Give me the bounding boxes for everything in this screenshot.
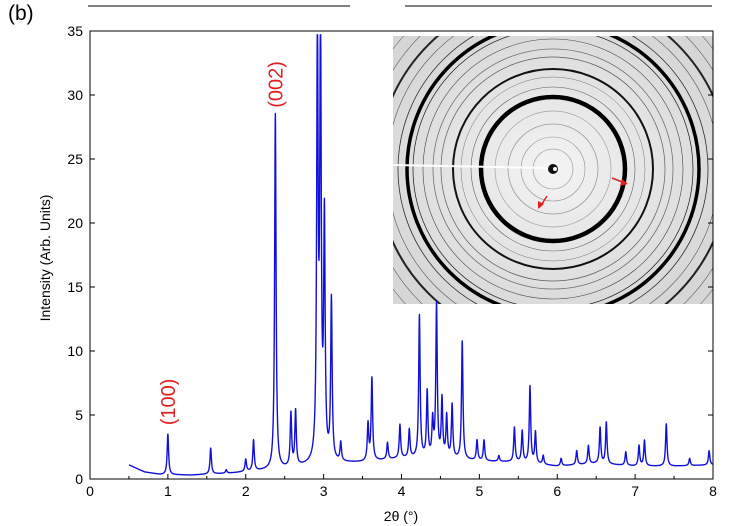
diffraction-ring bbox=[405, 36, 701, 304]
x-tick-label: 7 bbox=[631, 483, 639, 499]
x-tick-label: 4 bbox=[398, 483, 406, 499]
beamstop-shadow bbox=[393, 164, 551, 169]
x-tick-label: 8 bbox=[709, 483, 717, 499]
x-tick-label: 6 bbox=[553, 483, 561, 499]
x-tick-label: 3 bbox=[320, 483, 328, 499]
diffraction-ring bbox=[412, 36, 694, 304]
y-tick-label: 20 bbox=[67, 215, 83, 231]
peak-annotation: (100) bbox=[158, 379, 180, 426]
inset-arrows bbox=[538, 177, 628, 209]
x-tick-label: 5 bbox=[475, 483, 483, 499]
diffraction-rings bbox=[393, 36, 713, 304]
x-tick-label: 0 bbox=[86, 483, 94, 499]
panel-label: (b) bbox=[8, 2, 34, 25]
annotations: (100) (002) bbox=[158, 61, 287, 425]
y-tick-label: 15 bbox=[67, 279, 83, 295]
red-arrowhead-right bbox=[620, 179, 628, 186]
axes: 0 1 2 3 4 5 6 7 8 0 5 10 15 20 25 30 35 bbox=[67, 23, 717, 499]
diffraction-ring bbox=[470, 86, 636, 252]
diffraction-ring bbox=[422, 38, 684, 300]
diffraction-ring bbox=[452, 68, 654, 270]
diffraction-ring bbox=[432, 48, 674, 290]
diffraction-ring bbox=[478, 94, 628, 244]
beam-center-highlight bbox=[553, 167, 557, 171]
y-tick-label: 10 bbox=[67, 343, 83, 359]
inset-diffraction-image bbox=[393, 36, 713, 304]
x-axis-label: 2θ (°) bbox=[384, 508, 418, 524]
diffraction-ring bbox=[507, 123, 599, 215]
diffraction-ring bbox=[520, 136, 586, 202]
x-tick-label: 2 bbox=[242, 483, 250, 499]
y-tick-label: 5 bbox=[75, 407, 83, 423]
y-tick-label: 0 bbox=[75, 471, 83, 487]
diffraction-ring bbox=[494, 110, 612, 228]
diffraction-ring bbox=[532, 148, 574, 190]
diffraction-ring bbox=[397, 36, 709, 304]
peak-annotation: (002) bbox=[265, 61, 287, 108]
red-arrowhead-left bbox=[538, 201, 544, 209]
y-tick-label: 35 bbox=[67, 23, 83, 39]
y-tick-label: 30 bbox=[67, 87, 83, 103]
y-tick-label: 25 bbox=[67, 151, 83, 167]
diffraction-ring bbox=[440, 56, 666, 282]
series bbox=[128, 34, 714, 476]
series-line bbox=[128, 34, 714, 476]
diffraction-ring bbox=[460, 76, 646, 262]
x-tick-label: 1 bbox=[164, 483, 172, 499]
y-axis-label: Intensity (Arb. Units) bbox=[37, 195, 53, 322]
